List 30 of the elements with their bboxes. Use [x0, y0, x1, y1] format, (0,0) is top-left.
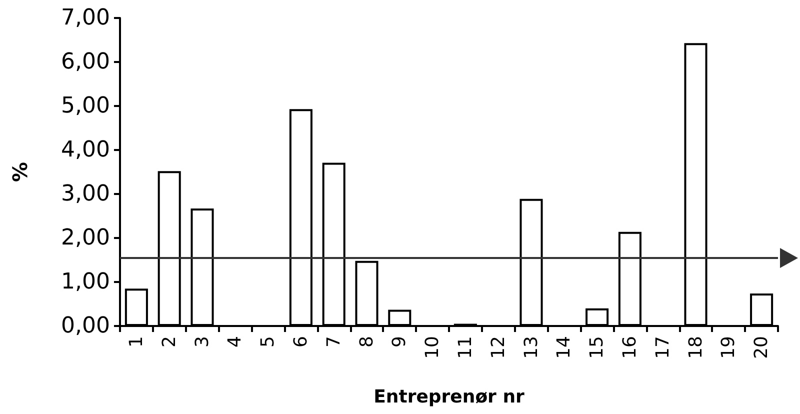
y-axis-title: %: [8, 162, 32, 182]
x-tick-label: 8: [356, 336, 378, 348]
x-tick-label: 11: [454, 336, 476, 359]
x-tick-label: 9: [389, 336, 410, 348]
x-tick-label: 3: [192, 336, 213, 348]
x-tick-label: 6: [290, 336, 312, 348]
x-tick-label: 19: [718, 336, 740, 359]
y-tick-label: 2,00: [61, 226, 110, 250]
x-tick-label: 16: [619, 336, 640, 359]
y-tick-label: 1,00: [61, 270, 110, 294]
x-tick-label: 14: [554, 336, 575, 359]
x-tick-label: 5: [258, 336, 279, 348]
x-tick-label: 7: [323, 336, 344, 348]
x-tick-label: 18: [685, 336, 706, 359]
y-tick-label: 7,00: [61, 6, 110, 30]
x-tick-label: 4: [224, 336, 246, 348]
y-tick-label: 3,00: [61, 182, 110, 206]
x-axis-title: Entreprenør nr: [374, 386, 525, 408]
x-tick-label: 2: [158, 336, 180, 348]
x-tick-label: 20: [751, 336, 772, 359]
y-tick-label: 6,00: [61, 50, 110, 74]
x-tick-label: 17: [652, 336, 674, 359]
x-tick-label: 15: [586, 336, 608, 359]
y-tick-label: 5,00: [61, 94, 110, 118]
x-tick-label: 13: [520, 336, 542, 359]
x-tick-label: 1: [126, 336, 147, 348]
x-tick-label: 10: [422, 336, 444, 359]
y-tick-label: 0,00: [61, 314, 110, 338]
y-tick-label: 4,00: [61, 138, 110, 162]
x-tick-label: 12: [488, 336, 509, 359]
